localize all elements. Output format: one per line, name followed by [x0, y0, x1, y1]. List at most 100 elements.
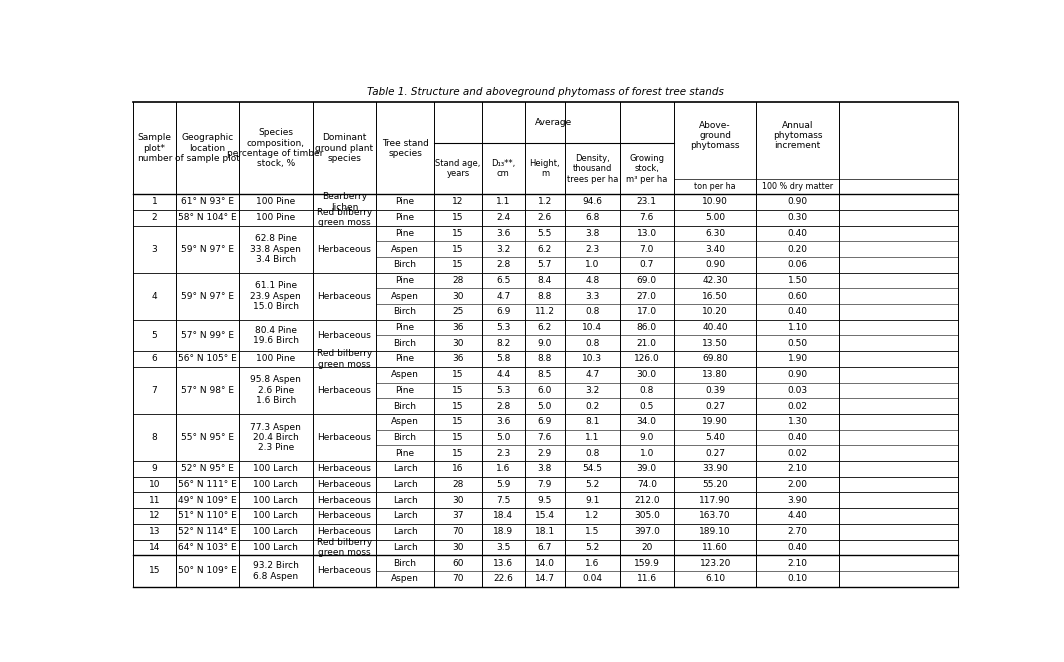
Text: Tree stand
species: Tree stand species [382, 138, 429, 158]
Text: 4.40: 4.40 [787, 512, 808, 520]
Text: Birch: Birch [394, 433, 417, 442]
Text: 0.02: 0.02 [787, 402, 808, 410]
Text: 1.1: 1.1 [496, 197, 511, 207]
Text: 100 Larch: 100 Larch [253, 543, 298, 552]
Text: Above-
ground
phytomass: Above- ground phytomass [691, 120, 739, 150]
Text: 11.6: 11.6 [636, 574, 656, 583]
Text: 18.9: 18.9 [494, 527, 513, 536]
Text: 2.3: 2.3 [496, 449, 511, 457]
Text: 12: 12 [452, 197, 464, 207]
Text: Herbaceous: Herbaceous [317, 292, 371, 301]
Text: 5.00: 5.00 [705, 213, 726, 222]
Text: 0.10: 0.10 [787, 574, 808, 583]
Text: 42.30: 42.30 [702, 276, 728, 285]
Text: 95.8 Aspen
2.6 Pine
1.6 Birch: 95.8 Aspen 2.6 Pine 1.6 Birch [250, 375, 301, 405]
Text: Herbaceous: Herbaceous [317, 433, 371, 442]
Text: Growing
stock,
m³ per ha: Growing stock, m³ per ha [626, 154, 667, 183]
Text: 10.3: 10.3 [582, 354, 602, 363]
Text: 4.8: 4.8 [585, 276, 599, 285]
Text: 100 Larch: 100 Larch [253, 480, 298, 489]
Text: 100 Pine: 100 Pine [256, 213, 296, 222]
Text: 15: 15 [452, 213, 464, 222]
Text: 13: 13 [149, 527, 161, 536]
Text: 9.1: 9.1 [585, 496, 599, 505]
Text: 0.40: 0.40 [787, 433, 808, 442]
Text: 0.90: 0.90 [787, 370, 808, 379]
Text: 12: 12 [149, 512, 160, 520]
Text: 36: 36 [452, 323, 464, 332]
Text: Aspen: Aspen [392, 244, 419, 254]
Text: 70: 70 [452, 527, 464, 536]
Text: 93.2 Birch
6.8 Aspen: 93.2 Birch 6.8 Aspen [253, 561, 299, 581]
Text: Birch: Birch [394, 559, 417, 567]
Text: Aspen: Aspen [392, 417, 419, 426]
Text: 1.5: 1.5 [585, 527, 599, 536]
Text: 100 % dry matter: 100 % dry matter [762, 182, 833, 191]
Text: Larch: Larch [393, 512, 417, 520]
Text: 70: 70 [452, 574, 464, 583]
Text: 1.50: 1.50 [787, 276, 808, 285]
Text: 22.6: 22.6 [494, 574, 513, 583]
Text: Herbaceous: Herbaceous [317, 386, 371, 395]
Text: 23.1: 23.1 [636, 197, 656, 207]
Text: 15: 15 [452, 244, 464, 254]
Text: 0.03: 0.03 [787, 386, 808, 395]
Text: 6.2: 6.2 [537, 244, 552, 254]
Text: 100 Larch: 100 Larch [253, 496, 298, 505]
Text: 2.4: 2.4 [496, 213, 511, 222]
Text: Bearberry
lichen: Bearberry lichen [322, 192, 367, 212]
Text: 6.7: 6.7 [537, 543, 552, 552]
Text: Pine: Pine [396, 197, 415, 207]
Text: 9.5: 9.5 [537, 496, 552, 505]
Text: 16: 16 [452, 464, 464, 473]
Text: 56° N 105° E: 56° N 105° E [178, 354, 236, 363]
Text: 0.8: 0.8 [585, 449, 599, 457]
Text: 13.50: 13.50 [702, 339, 728, 348]
Text: Larch: Larch [393, 480, 417, 489]
Text: Herbaceous: Herbaceous [317, 244, 371, 254]
Text: 3.2: 3.2 [585, 386, 599, 395]
Text: Geographic
location
of sample plot: Geographic location of sample plot [174, 133, 239, 163]
Text: 212.0: 212.0 [634, 496, 660, 505]
Text: 6.30: 6.30 [705, 229, 726, 238]
Text: 50° N 109° E: 50° N 109° E [178, 567, 236, 575]
Text: 123.20: 123.20 [699, 559, 731, 567]
Text: 3.3: 3.3 [585, 292, 599, 301]
Text: 0.02: 0.02 [787, 449, 808, 457]
Text: 61.1 Pine
23.9 Aspen
15.0 Birch: 61.1 Pine 23.9 Aspen 15.0 Birch [250, 281, 301, 311]
Text: 13.6: 13.6 [494, 559, 513, 567]
Text: 3.90: 3.90 [787, 496, 808, 505]
Text: 7.5: 7.5 [496, 496, 511, 505]
Text: Table 1. Structure and aboveground phytomass of forest tree stands: Table 1. Structure and aboveground phyto… [367, 87, 724, 97]
Text: 18.4: 18.4 [494, 512, 513, 520]
Text: 0.60: 0.60 [787, 292, 808, 301]
Text: 37: 37 [452, 512, 464, 520]
Text: 5.9: 5.9 [496, 480, 511, 489]
Text: Herbaceous: Herbaceous [317, 331, 371, 340]
Text: Pine: Pine [396, 386, 415, 395]
Text: 126.0: 126.0 [634, 354, 660, 363]
Text: 5.2: 5.2 [585, 543, 599, 552]
Text: 8.4: 8.4 [537, 276, 552, 285]
Text: 69.0: 69.0 [636, 276, 656, 285]
Text: 8.5: 8.5 [537, 370, 552, 379]
Text: Pine: Pine [396, 323, 415, 332]
Text: 49° N 109° E: 49° N 109° E [178, 496, 236, 505]
Text: 58° N 104° E: 58° N 104° E [178, 213, 236, 222]
Text: 6.5: 6.5 [496, 276, 511, 285]
Text: Annual
phytomass
increment: Annual phytomass increment [772, 120, 822, 150]
Text: 0.8: 0.8 [585, 339, 599, 348]
Text: 5.2: 5.2 [585, 480, 599, 489]
Text: 0.90: 0.90 [787, 197, 808, 207]
Text: Larch: Larch [393, 496, 417, 505]
Text: 8.8: 8.8 [537, 354, 552, 363]
Text: 0.5: 0.5 [639, 402, 654, 410]
Text: 8.1: 8.1 [585, 417, 599, 426]
Text: 100 Pine: 100 Pine [256, 354, 296, 363]
Text: Red bilberry
green moss: Red bilberry green moss [317, 350, 372, 369]
Text: 4.7: 4.7 [496, 292, 511, 301]
Text: Herbaceous: Herbaceous [317, 480, 371, 489]
Text: Herbaceous: Herbaceous [317, 464, 371, 473]
Text: 52° N 114° E: 52° N 114° E [178, 527, 236, 536]
Text: 0.90: 0.90 [705, 260, 726, 269]
